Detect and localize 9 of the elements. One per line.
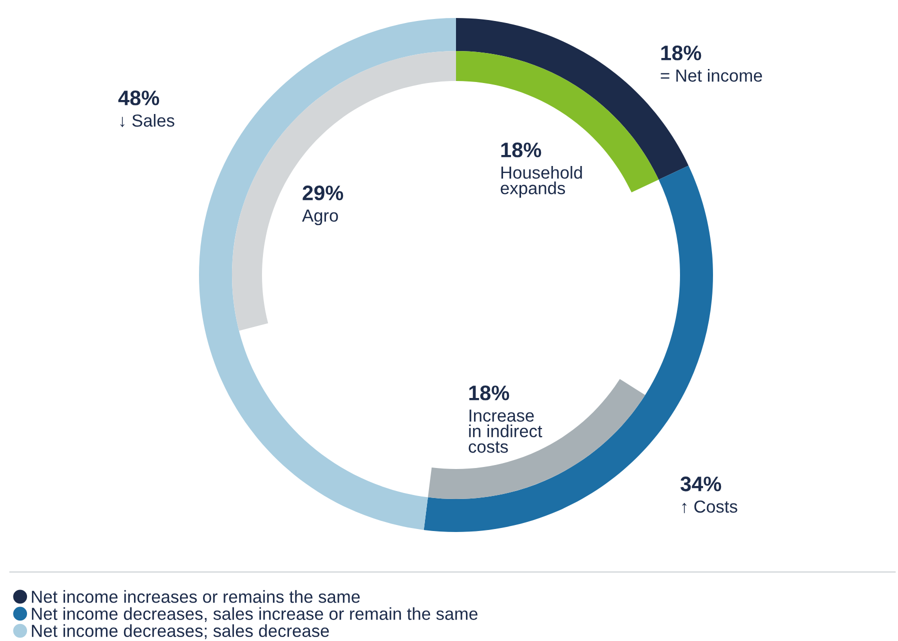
- data-label: 18% Household expands: [500, 142, 582, 198]
- data-label: 48% ↓ Sales: [118, 90, 174, 128]
- legend-label: Net income decreases, sales increase or remain the same: [32, 607, 478, 622]
- legend-label: Net income decreases; sales decrease: [32, 624, 329, 640]
- data-label: 18% = Net income: [660, 46, 762, 82]
- legend-label: Net income increases or remains the same: [32, 590, 360, 603]
- data-label: 34% ↑ Costs: [680, 476, 738, 514]
- data-label: 29% Agro: [302, 186, 344, 226]
- data-label: 18% Increase in indirect costs: [468, 386, 542, 453]
